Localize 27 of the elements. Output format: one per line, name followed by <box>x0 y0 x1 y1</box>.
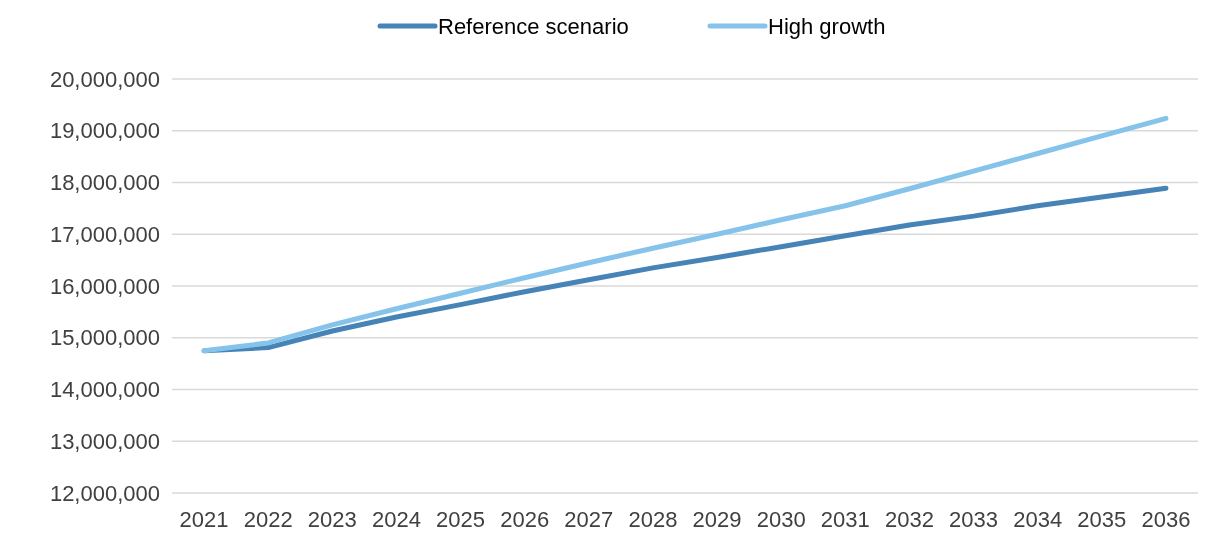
x-tick-label: 2029 <box>692 507 742 532</box>
y-tick-label: 17,000,000 <box>49 221 160 247</box>
x-tick-label: 2036 <box>1141 507 1191 532</box>
y-tick-label: 20,000,000 <box>49 66 160 92</box>
x-tick-label: 2033 <box>949 507 999 532</box>
x-tick-label: 2021 <box>179 507 229 532</box>
x-tick-label: 2023 <box>307 507 357 532</box>
x-tick-label: 2031 <box>820 507 870 532</box>
y-tick-label: 18,000,000 <box>49 170 160 196</box>
y-tick-label: 12,000,000 <box>49 480 160 506</box>
x-tick-label: 2030 <box>756 507 806 532</box>
legend-label: High growth <box>768 14 886 39</box>
x-tick-label: 2026 <box>500 507 550 532</box>
y-tick-label: 14,000,000 <box>49 377 160 403</box>
y-tick-label: 13,000,000 <box>49 428 160 454</box>
y-tick-label: 16,000,000 <box>49 273 160 299</box>
y-tick-label: 15,000,000 <box>49 325 160 351</box>
x-tick-label: 2025 <box>436 507 486 532</box>
x-tick-label: 2024 <box>371 507 421 532</box>
y-tick-label: 19,000,000 <box>49 118 160 144</box>
x-tick-label: 2032 <box>884 507 934 532</box>
x-tick-label: 2035 <box>1077 507 1127 532</box>
x-tick-label: 2028 <box>628 507 678 532</box>
x-tick-label: 2034 <box>1013 507 1063 532</box>
x-tick-label: 2027 <box>564 507 614 532</box>
x-tick-label: 2022 <box>243 507 293 532</box>
legend-label: Reference scenario <box>438 14 629 39</box>
